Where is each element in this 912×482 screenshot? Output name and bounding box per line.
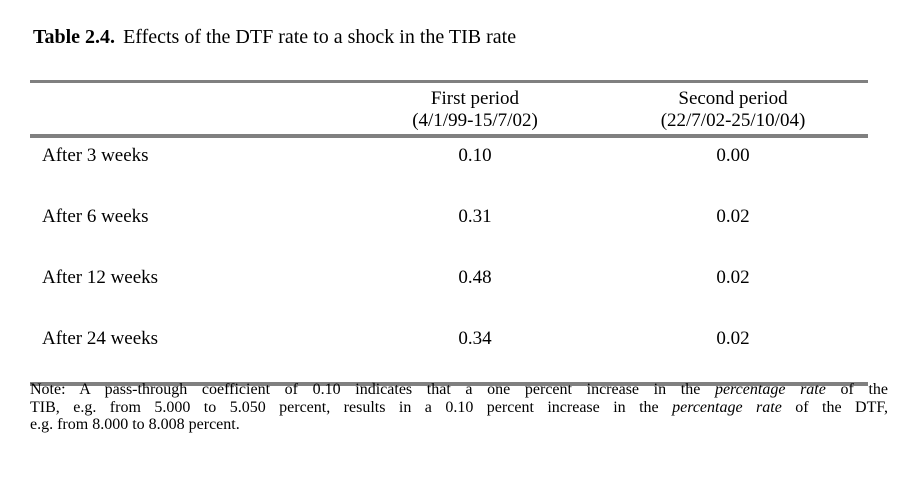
note-italic-phrase: percentage rate	[672, 398, 782, 416]
table-row: After 12 weeks 0.48 0.02	[30, 260, 868, 321]
row-label: After 3 weeks	[42, 145, 149, 166]
note-line-1: Note: A pass-through coefficient of 0.10…	[30, 381, 888, 399]
note-text: of the DTF,	[781, 398, 888, 416]
value-second-period: 0.02	[716, 267, 750, 288]
value-first-period: 0.31	[458, 206, 492, 227]
value-first-period: 0.34	[458, 328, 492, 349]
note-text: Note: A pass-through coefficient of 0.10…	[30, 381, 715, 398]
table-title: Table 2.4. Effects of the DTF rate to a s…	[33, 26, 516, 48]
note-text: e.g. from 8.000 to 8.008 percent.	[30, 416, 240, 434]
table-row: After 3 weeks 0.10 0.00	[30, 136, 868, 199]
column-header-name: Second period	[678, 88, 788, 109]
column-header-first-period: First period (4/1/99-15/7/02)	[352, 81, 598, 138]
note-italic-phrase: percentage rate	[714, 381, 826, 398]
column-header-second-period: Second period (22/7/02-25/10/04)	[598, 81, 868, 138]
table-number: Table 2.4.	[33, 26, 116, 48]
header-row: First period (4/1/99-15/7/02) Second per…	[30, 81, 868, 138]
value-second-period: 0.02	[716, 328, 750, 349]
empty-header-cell	[30, 81, 352, 138]
row-label: After 6 weeks	[42, 206, 149, 227]
table-row: After 24 weeks 0.34 0.02	[30, 321, 868, 384]
table-caption: Effects of the DTF rate to a shock in th…	[123, 26, 517, 48]
note-text: TIB, e.g. from 5.000 to 5.050 percent, r…	[30, 398, 673, 416]
column-header-name: First period	[430, 88, 520, 109]
note-line-2: TIB, e.g. from 5.000 to 5.050 percent, r…	[30, 399, 888, 417]
note-line-3: e.g. from 8.000 to 8.008 percent.	[30, 416, 888, 434]
value-second-period: 0.00	[716, 145, 750, 166]
results-table: First period (4/1/99-15/7/02) Second per…	[30, 80, 868, 386]
row-label: After 12 weeks	[42, 267, 159, 288]
column-header-dates: (4/1/99-15/7/02)	[412, 110, 538, 131]
value-first-period: 0.10	[458, 145, 492, 166]
column-header-dates: (22/7/02-25/10/04)	[660, 110, 806, 131]
table-row: After 6 weeks 0.31 0.02	[30, 199, 868, 260]
note-text: of the	[825, 381, 888, 398]
row-label: After 24 weeks	[42, 328, 159, 349]
value-first-period: 0.48	[458, 267, 492, 288]
value-second-period: 0.02	[716, 206, 750, 227]
table-note: Note: A pass-through coefficient of 0.10…	[30, 381, 888, 434]
